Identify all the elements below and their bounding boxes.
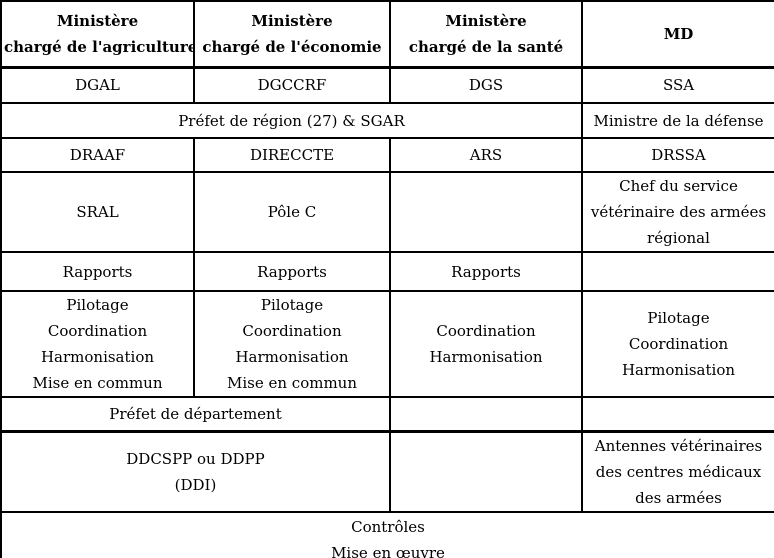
cell-empty-md-departement: [581, 396, 774, 433]
cell-chef-service-veterinaire: Chef du service vétérinaire des armées r…: [581, 171, 774, 253]
cell-drssa: DRSSA: [581, 137, 774, 173]
cell-dgal: DGAL: [0, 66, 195, 104]
row-controles: Contrôles Mise en œuvre: [0, 510, 774, 558]
cell-empty-sante-local: [389, 430, 583, 513]
header-cell-ministere-sante: Ministère chargé de la santé: [389, 0, 583, 69]
cell-controles-mise-en-oeuvre: Contrôles Mise en œuvre: [0, 510, 774, 558]
cell-direccte: DIRECCTE: [193, 137, 391, 173]
cell-antennes-veterinaires: Antennes vétérinaires des centres médica…: [581, 430, 774, 513]
row-directions-generales: DGAL DGCCRF DGS SSA: [0, 66, 774, 104]
row-services-departementaux: DDCSPP ou DDPP (DDI) Antennes vétérinair…: [0, 430, 774, 513]
cell-prefet-departement: Préfet de département: [0, 396, 391, 433]
row-services-specialises: SRAL Pôle C Chef du service vétérinaire …: [0, 171, 774, 253]
row-rapports: Rapports Rapports Rapports: [0, 251, 774, 292]
cell-dgs: DGS: [389, 66, 583, 104]
cell-draaf: DRAAF: [0, 137, 195, 173]
row-missions: Pilotage Coordination Harmonisation Mise…: [0, 290, 774, 398]
row-prefet-region: Préfet de région (27) & SGAR Ministre de…: [0, 102, 774, 139]
cell-rapports-sante: Rapports: [389, 251, 583, 292]
cell-rapports-agriculture: Rapports: [0, 251, 195, 292]
row-services-regionaux: DRAAF DIRECCTE ARS DRSSA: [0, 137, 774, 173]
cell-ddcspp-ddpp: DDCSPP ou DDPP (DDI): [0, 430, 391, 513]
cell-missions-agriculture: Pilotage Coordination Harmonisation Mise…: [0, 290, 195, 398]
cell-pole-c: Pôle C: [193, 171, 391, 253]
cell-ministre-defense: Ministre de la défense: [581, 102, 774, 139]
row-prefet-departement: Préfet de département: [0, 396, 774, 433]
header-cell-md: MD: [581, 0, 774, 69]
cell-empty-md-rapports: [581, 251, 774, 292]
cell-dgccrf: DGCCRF: [193, 66, 391, 104]
cell-empty-sante-regional: [389, 171, 583, 253]
cell-prefet-region-sgar: Préfet de région (27) & SGAR: [0, 102, 583, 139]
header-cell-ministere-agriculture: Ministère chargé de l'agriculture: [0, 0, 195, 69]
cell-missions-economie: Pilotage Coordination Harmonisation Mise…: [193, 290, 391, 398]
cell-ssa: SSA: [581, 66, 774, 104]
cell-ars: ARS: [389, 137, 583, 173]
cell-missions-md: Pilotage Coordination Harmonisation: [581, 290, 774, 398]
cell-missions-sante: Coordination Harmonisation: [389, 290, 583, 398]
cell-empty-sante-departement: [389, 396, 583, 433]
cell-sral: SRAL: [0, 171, 195, 253]
row-ministries-header: Ministère chargé de l'agriculture Minist…: [0, 0, 774, 69]
header-cell-ministere-economie: Ministère chargé de l'économie: [193, 0, 391, 69]
cell-rapports-economie: Rapports: [193, 251, 391, 292]
